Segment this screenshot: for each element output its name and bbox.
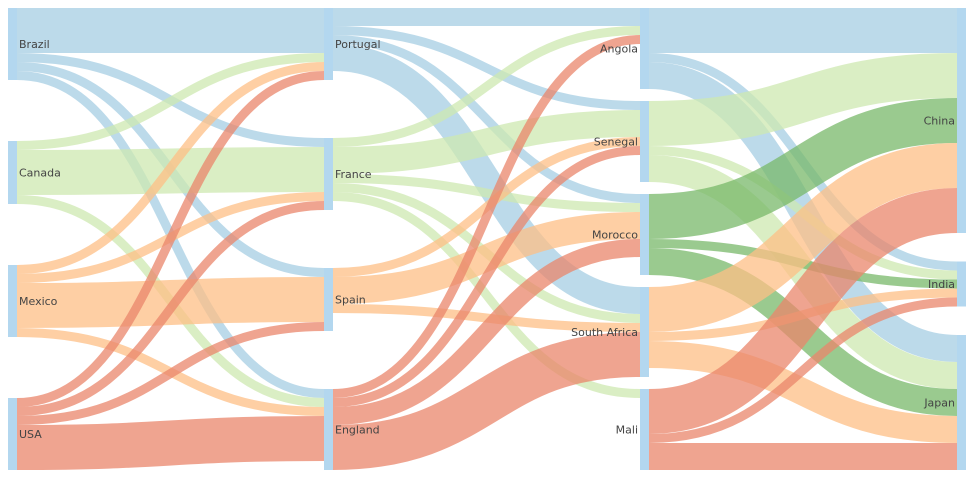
link-france-to-morocco	[332, 174, 641, 212]
link-spain-to-south-africa	[332, 304, 641, 332]
link-south-africa-to-japan	[648, 341, 958, 443]
label-india: India	[928, 278, 955, 291]
label-south-africa: South Africa	[571, 326, 638, 339]
link-france-to-senegal	[332, 110, 641, 174]
node-brazil[interactable]	[8, 8, 17, 80]
link-canada-to-portugal	[16, 53, 325, 150]
node-france[interactable]	[324, 138, 333, 210]
node-mexico[interactable]	[8, 265, 17, 337]
link-england-to-angola	[332, 35, 641, 398]
label-mali: Mali	[616, 424, 638, 437]
label-spain: Spain	[335, 294, 366, 307]
label-senegal: Senegal	[594, 136, 638, 149]
label-canada: Canada	[19, 167, 61, 180]
label-portugal: Portugal	[335, 38, 381, 51]
label-france: France	[335, 168, 372, 181]
node-england[interactable]	[324, 389, 333, 470]
sankey-links	[16, 7, 958, 471]
link-morocco-to-china	[648, 98, 958, 239]
link-england-to-south-africa	[332, 332, 641, 470]
link-senegal-to-japan	[648, 155, 958, 389]
node-senegal[interactable]	[640, 101, 649, 182]
link-usa-to-spain	[16, 322, 325, 425]
link-england-to-senegal	[332, 146, 641, 407]
node-canada[interactable]	[8, 141, 17, 204]
node-spain[interactable]	[324, 268, 333, 331]
node-mali[interactable]	[640, 389, 649, 470]
link-senegal-to-china	[648, 53, 958, 146]
label-japan: Japan	[923, 397, 955, 410]
link-mali-to-india	[648, 297, 958, 443]
link-mali-to-china	[648, 188, 958, 434]
link-france-to-mali	[332, 192, 641, 398]
link-spain-to-morocco	[332, 212, 641, 304]
link-portugal-to-senegal	[332, 26, 641, 110]
node-usa[interactable]	[8, 398, 17, 470]
label-china: China	[924, 115, 955, 128]
link-portugal-to-morocco	[332, 35, 641, 203]
sankey-nodes	[8, 8, 966, 470]
label-usa: USA	[19, 428, 42, 441]
link-mexico-to-portugal	[16, 62, 325, 274]
link-england-to-morocco	[332, 239, 641, 425]
label-mexico: Mexico	[19, 295, 58, 308]
node-south-africa[interactable]	[640, 287, 649, 377]
label-brazil: Brazil	[19, 38, 50, 51]
node-china[interactable]	[957, 8, 966, 233]
node-india[interactable]	[957, 261, 966, 307]
label-morocco: Morocco	[592, 229, 638, 242]
node-morocco[interactable]	[640, 194, 649, 275]
node-japan[interactable]	[957, 335, 966, 470]
label-england: England	[335, 424, 380, 437]
link-portugal-to-south-africa	[332, 44, 641, 314]
link-france-to-angola	[332, 26, 641, 147]
link-usa-to-england	[16, 416, 325, 470]
node-portugal[interactable]	[324, 8, 333, 80]
sankey-labels: Brazil Canada Mexico USA Portugal France Spain…	[19, 38, 955, 441]
link-south-africa-to-china	[648, 143, 958, 332]
link-usa-to-france	[16, 201, 325, 416]
link-usa-to-portugal	[16, 71, 325, 407]
node-angola[interactable]	[640, 8, 649, 89]
label-angola: Angola	[600, 43, 638, 56]
